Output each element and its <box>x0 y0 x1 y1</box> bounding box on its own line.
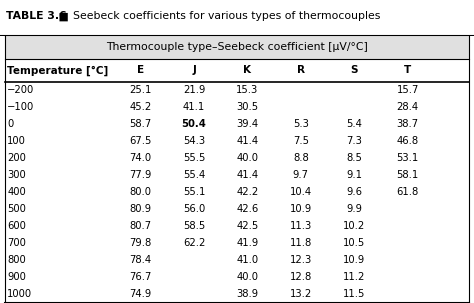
Text: 400: 400 <box>7 187 26 197</box>
Text: 9.1: 9.1 <box>346 170 362 180</box>
Text: 80.7: 80.7 <box>129 221 152 231</box>
Text: 13.2: 13.2 <box>290 289 312 299</box>
Text: 74.9: 74.9 <box>129 289 152 299</box>
Text: 46.8: 46.8 <box>397 136 419 146</box>
Text: 53.1: 53.1 <box>397 153 419 163</box>
Text: 11.5: 11.5 <box>343 289 365 299</box>
Text: 50.4: 50.4 <box>182 119 207 129</box>
Text: 38.9: 38.9 <box>237 289 258 299</box>
Text: 41.0: 41.0 <box>237 255 258 265</box>
Text: 41.9: 41.9 <box>237 238 259 248</box>
Text: Seebeck coefficients for various types of thermocouples: Seebeck coefficients for various types o… <box>73 11 381 22</box>
Text: TABLE 3.6: TABLE 3.6 <box>6 11 66 22</box>
Text: 58.5: 58.5 <box>183 221 205 231</box>
Text: 900: 900 <box>7 272 26 282</box>
Text: 30.5: 30.5 <box>237 102 258 112</box>
Text: 56.0: 56.0 <box>183 205 205 215</box>
Text: 77.9: 77.9 <box>129 170 152 180</box>
Text: 5.4: 5.4 <box>346 119 362 129</box>
Text: K: K <box>244 65 251 75</box>
Text: 55.4: 55.4 <box>183 170 205 180</box>
Text: T: T <box>404 65 411 75</box>
Text: 61.8: 61.8 <box>397 187 419 197</box>
Text: 41.4: 41.4 <box>237 136 258 146</box>
Text: 7.3: 7.3 <box>346 136 362 146</box>
Text: 21.9: 21.9 <box>183 85 205 95</box>
Text: 9.6: 9.6 <box>346 187 362 197</box>
Text: 45.2: 45.2 <box>129 102 152 112</box>
Text: 79.8: 79.8 <box>129 238 152 248</box>
Text: Thermocouple type–Seebeck coefficient [μV/°C]: Thermocouple type–Seebeck coefficient [μ… <box>106 42 368 52</box>
Text: 0: 0 <box>7 119 13 129</box>
Text: 10.2: 10.2 <box>343 221 365 231</box>
Text: −200: −200 <box>7 85 34 95</box>
Text: 54.3: 54.3 <box>183 136 205 146</box>
Text: 11.2: 11.2 <box>343 272 365 282</box>
Text: 800: 800 <box>7 255 26 265</box>
Text: 100: 100 <box>7 136 26 146</box>
Text: R: R <box>297 65 305 75</box>
Text: 600: 600 <box>7 221 26 231</box>
Text: 15.3: 15.3 <box>237 85 259 95</box>
Text: 25.1: 25.1 <box>129 85 152 95</box>
Text: 500: 500 <box>7 205 26 215</box>
Text: 15.7: 15.7 <box>397 85 419 95</box>
Text: 41.1: 41.1 <box>183 102 205 112</box>
Text: 74.0: 74.0 <box>129 153 152 163</box>
Text: 42.2: 42.2 <box>237 187 259 197</box>
Text: 7.5: 7.5 <box>293 136 309 146</box>
Text: 10.9: 10.9 <box>343 255 365 265</box>
Text: 39.4: 39.4 <box>237 119 258 129</box>
Text: 76.7: 76.7 <box>129 272 152 282</box>
Text: 42.6: 42.6 <box>237 205 259 215</box>
Text: 55.1: 55.1 <box>183 187 205 197</box>
Text: 1000: 1000 <box>7 289 32 299</box>
Text: 700: 700 <box>7 238 26 248</box>
Bar <box>5 35 469 59</box>
Text: S: S <box>351 65 358 75</box>
Text: 300: 300 <box>7 170 26 180</box>
Text: Temperature [°C]: Temperature [°C] <box>7 65 109 75</box>
Text: 10.5: 10.5 <box>343 238 365 248</box>
Text: 62.2: 62.2 <box>183 238 205 248</box>
Text: 12.8: 12.8 <box>290 272 312 282</box>
Text: 55.5: 55.5 <box>183 153 205 163</box>
Text: 12.3: 12.3 <box>290 255 312 265</box>
Text: 58.1: 58.1 <box>397 170 419 180</box>
Text: 5.3: 5.3 <box>293 119 309 129</box>
Text: 200: 200 <box>7 153 26 163</box>
Text: 9.9: 9.9 <box>346 205 362 215</box>
Text: 11.8: 11.8 <box>290 238 312 248</box>
Text: 67.5: 67.5 <box>129 136 152 146</box>
Text: 38.7: 38.7 <box>397 119 419 129</box>
Text: 28.4: 28.4 <box>397 102 419 112</box>
Text: 41.4: 41.4 <box>237 170 258 180</box>
Text: 42.5: 42.5 <box>237 221 259 231</box>
Text: 10.4: 10.4 <box>290 187 312 197</box>
Text: 9.7: 9.7 <box>293 170 309 180</box>
Text: E: E <box>137 65 144 75</box>
Text: 40.0: 40.0 <box>237 272 258 282</box>
Text: 80.9: 80.9 <box>129 205 152 215</box>
Text: 8.5: 8.5 <box>346 153 362 163</box>
Text: −100: −100 <box>7 102 34 112</box>
Text: 11.3: 11.3 <box>290 221 312 231</box>
Text: 10.9: 10.9 <box>290 205 312 215</box>
Text: 40.0: 40.0 <box>237 153 258 163</box>
Text: 58.7: 58.7 <box>129 119 152 129</box>
Text: 80.0: 80.0 <box>129 187 152 197</box>
Text: ■: ■ <box>55 11 72 22</box>
Text: 78.4: 78.4 <box>129 255 152 265</box>
Text: J: J <box>192 65 196 75</box>
Text: 8.8: 8.8 <box>293 153 309 163</box>
